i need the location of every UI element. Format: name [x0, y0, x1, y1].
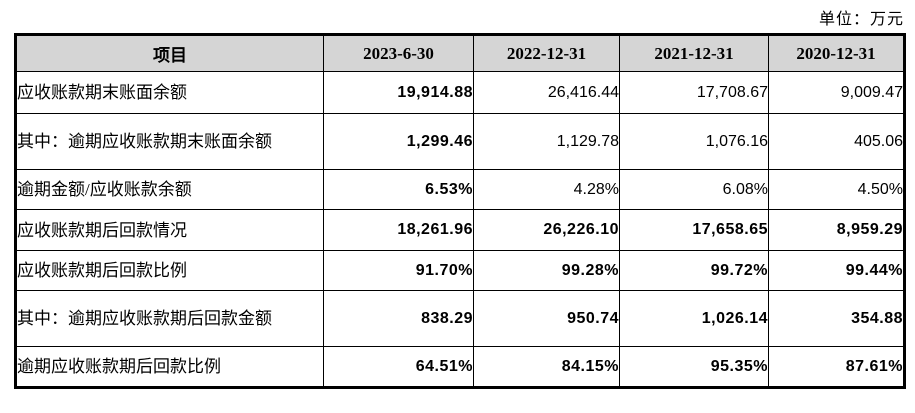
value-cell: 91.70%	[323, 250, 474, 291]
row-label-cell: 逾期金额/应收账款余额	[15, 169, 324, 210]
value-cell: 99.44%	[768, 250, 905, 291]
value-cell: 4.28%	[473, 169, 620, 210]
table-row: 应收账款期末账面余额 19,914.88 26,416.44 17,708.67 9,0…	[15, 71, 905, 114]
row-label-cell: 应收账款期后回款情况	[15, 209, 324, 251]
value-cell: 87.61%	[768, 346, 905, 388]
value-cell: 950.74	[473, 290, 620, 347]
header-cell-date: 2021-12-31	[619, 34, 769, 72]
header-row: 项目 2023-6-30 2022-12-31 2021-12-31 2020-12-3…	[15, 34, 905, 72]
value-cell: 18,261.96	[323, 209, 474, 251]
value-cell: 84.15%	[473, 346, 620, 388]
table-row: 逾期应收账款期后回款比例 64.51% 84.15% 95.35% 87.61%	[15, 346, 905, 388]
value-cell: 4.50%	[768, 169, 905, 210]
value-cell: 8,959.29	[768, 209, 905, 251]
value-cell: 1,026.14	[619, 290, 769, 347]
value-cell: 99.72%	[619, 250, 769, 291]
value-cell: 19,914.88	[323, 71, 474, 114]
header-cell-date: 2020-12-31	[768, 34, 905, 72]
value-cell: 17,708.67	[619, 71, 769, 114]
value-cell: 838.29	[323, 290, 474, 347]
value-cell: 95.35%	[619, 346, 769, 388]
table-row: 逾期金额/应收账款余额 6.53% 4.28% 6.08% 4.50%	[15, 169, 905, 210]
row-label-cell: 逾期应收账款期后回款比例	[15, 346, 324, 388]
row-label-cell: 其中：逾期应收账款期末账面余额	[15, 113, 324, 170]
table-body: 应收账款期末账面余额 19,914.88 26,416.44 17,708.67 9,0…	[15, 71, 905, 388]
row-label-cell: 应收账款期末账面余额	[15, 71, 324, 114]
value-cell: 6.08%	[619, 169, 769, 210]
financial-table: 项目 2023-6-30 2022-12-31 2021-12-31 2020-12-3…	[14, 33, 906, 389]
value-cell: 9,009.47	[768, 71, 905, 114]
value-cell: 405.06	[768, 113, 905, 170]
row-label-cell: 其中：逾期应收账款期后回款金额	[15, 290, 324, 347]
value-cell: 26,416.44	[473, 71, 620, 114]
table-row: 其中：逾期应收账款期末账面余额 1,299.46 1,129.78 1,076.16 4…	[15, 113, 905, 170]
value-cell: 17,658.65	[619, 209, 769, 251]
header-cell-date: 2022-12-31	[473, 34, 620, 72]
value-cell: 99.28%	[473, 250, 620, 291]
value-cell: 64.51%	[323, 346, 474, 388]
value-cell: 354.88	[768, 290, 905, 347]
table-row: 应收账款期后回款情况 18,261.96 26,226.10 17,658.65 8,9…	[15, 209, 905, 251]
value-cell: 1,129.78	[473, 113, 620, 170]
value-cell: 26,226.10	[473, 209, 620, 251]
table-header: 项目 2023-6-30 2022-12-31 2021-12-31 2020-12-3…	[15, 34, 905, 72]
table-row: 应收账款期后回款比例 91.70% 99.28% 99.72% 99.44%	[15, 250, 905, 291]
value-cell: 6.53%	[323, 169, 474, 210]
unit-label: 单位：万元	[818, 11, 904, 28]
header-cell-date: 2023-6-30	[323, 34, 474, 72]
value-cell: 1,299.46	[323, 113, 474, 170]
table-row: 其中：逾期应收账款期后回款金额 838.29 950.74 1,026.14 354.8…	[15, 290, 905, 347]
row-label-cell: 应收账款期后回款比例	[15, 250, 324, 291]
value-cell: 1,076.16	[619, 113, 769, 170]
header-cell-item: 项目	[15, 34, 324, 72]
